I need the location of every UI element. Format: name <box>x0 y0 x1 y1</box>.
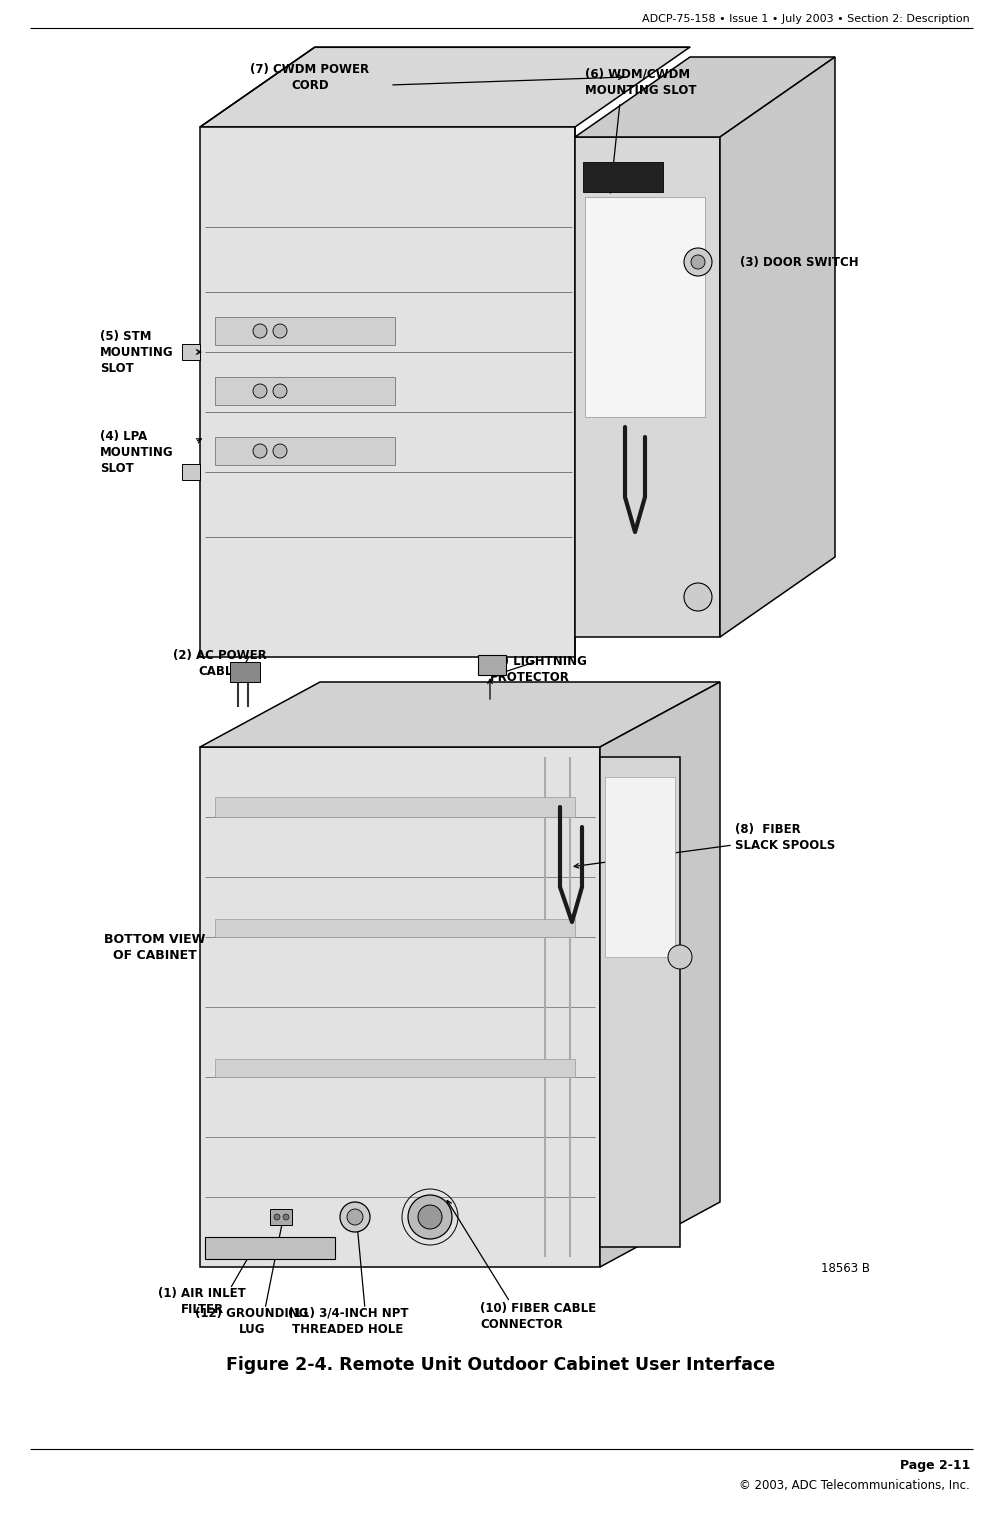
Text: (1) AIR INLET
FILTER: (1) AIR INLET FILTER <box>158 1286 245 1317</box>
Text: Page 2-11: Page 2-11 <box>899 1458 969 1471</box>
Text: (8)  FIBER
SLACK SPOOLS: (8) FIBER SLACK SPOOLS <box>734 822 835 851</box>
Bar <box>181 344 199 360</box>
Text: (11) 3/4-INCH NPT
THREADED HOLE: (11) 3/4-INCH NPT THREADED HOLE <box>288 1308 408 1336</box>
Bar <box>214 1059 574 1077</box>
Polygon shape <box>574 58 835 137</box>
Polygon shape <box>199 683 719 746</box>
Bar <box>604 777 674 957</box>
Polygon shape <box>599 683 719 1267</box>
Bar <box>214 317 395 344</box>
Text: ADCP-75-158 • Issue 1 • July 2003 • Section 2: Description: ADCP-75-158 • Issue 1 • July 2003 • Sect… <box>641 14 969 24</box>
Text: (5) STM
MOUNTING
SLOT: (5) STM MOUNTING SLOT <box>100 329 173 375</box>
Text: (6) WDM/CWDM
MOUNTING SLOT: (6) WDM/CWDM MOUNTING SLOT <box>584 67 695 97</box>
Bar <box>599 757 679 1247</box>
Text: (3) DOOR SWITCH: (3) DOOR SWITCH <box>739 255 858 269</box>
Circle shape <box>683 583 711 611</box>
Bar <box>478 655 505 675</box>
Text: (7) CWDM POWER
CORD: (7) CWDM POWER CORD <box>250 62 369 91</box>
Bar <box>270 1209 292 1226</box>
Text: 18563 B: 18563 B <box>821 1262 869 1276</box>
Circle shape <box>253 325 267 338</box>
Circle shape <box>347 1209 363 1226</box>
Bar <box>214 437 395 466</box>
Circle shape <box>283 1214 289 1220</box>
Text: © 2003, ADC Telecommunications, Inc.: © 2003, ADC Telecommunications, Inc. <box>738 1479 969 1491</box>
Circle shape <box>418 1204 442 1229</box>
Circle shape <box>273 444 287 458</box>
Text: (9) LIGHTNING
PROTECTOR: (9) LIGHTNING PROTECTOR <box>490 655 586 684</box>
Text: (2) AC POWER
CABLE: (2) AC POWER CABLE <box>173 649 267 678</box>
Text: BOTTOM VIEW
OF CABINET: BOTTOM VIEW OF CABINET <box>104 933 205 962</box>
Bar <box>214 919 574 938</box>
Text: (4) LPA
MOUNTING
SLOT: (4) LPA MOUNTING SLOT <box>100 429 173 475</box>
Bar <box>214 796 574 818</box>
Circle shape <box>340 1201 370 1232</box>
Circle shape <box>274 1214 280 1220</box>
Circle shape <box>273 325 287 338</box>
Bar <box>584 197 704 417</box>
Circle shape <box>667 945 691 969</box>
Circle shape <box>273 384 287 397</box>
Text: (10) FIBER CABLE
CONNECTOR: (10) FIBER CABLE CONNECTOR <box>480 1302 595 1330</box>
Bar <box>199 746 599 1267</box>
Circle shape <box>683 247 711 276</box>
Bar <box>229 661 260 683</box>
Circle shape <box>253 384 267 397</box>
Text: (12) GROUNDING
LUG: (12) GROUNDING LUG <box>195 1308 309 1336</box>
Circle shape <box>690 255 704 269</box>
Circle shape <box>408 1195 452 1239</box>
Bar <box>574 137 719 637</box>
Bar <box>582 162 662 193</box>
Bar <box>181 464 199 479</box>
Text: Figure 2-4. Remote Unit Outdoor Cabinet User Interface: Figure 2-4. Remote Unit Outdoor Cabinet … <box>226 1356 775 1374</box>
Circle shape <box>253 444 267 458</box>
Bar <box>204 1236 335 1259</box>
Bar <box>214 378 395 405</box>
Polygon shape <box>199 47 689 127</box>
Polygon shape <box>719 58 835 637</box>
Bar <box>199 127 574 657</box>
